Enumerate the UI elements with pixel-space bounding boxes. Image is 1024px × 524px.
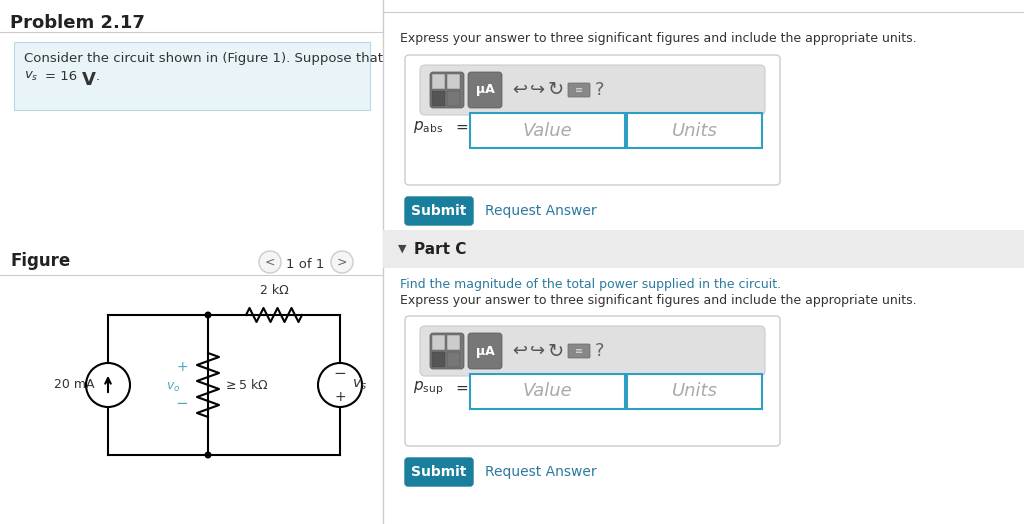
Text: ↩: ↩	[512, 81, 527, 99]
Bar	[432, 91, 445, 106]
FancyBboxPatch shape	[406, 458, 473, 486]
FancyBboxPatch shape	[420, 65, 765, 115]
Text: +: +	[176, 360, 187, 374]
Circle shape	[205, 452, 212, 458]
Text: Consider the circuit shown in (Figure 1). Suppose that: Consider the circuit shown in (Figure 1)…	[24, 52, 383, 65]
Text: =: =	[455, 380, 468, 396]
FancyBboxPatch shape	[406, 197, 473, 225]
Text: Submit: Submit	[412, 465, 467, 479]
Text: ↻: ↻	[548, 342, 564, 361]
Bar	[447, 74, 460, 89]
FancyBboxPatch shape	[430, 333, 464, 369]
Text: 2 kΩ: 2 kΩ	[260, 284, 289, 297]
Text: 20 mA: 20 mA	[53, 378, 94, 391]
Text: $v_o$: $v_o$	[166, 380, 180, 394]
Text: =: =	[455, 119, 468, 135]
Bar	[432, 74, 445, 89]
Text: $p_{\mathrm{sup}}$: $p_{\mathrm{sup}}$	[413, 379, 443, 397]
Circle shape	[86, 363, 130, 407]
Bar	[383, 230, 1024, 268]
Text: ↪: ↪	[530, 342, 546, 360]
Text: $p_{\mathrm{abs}}$: $p_{\mathrm{abs}}$	[413, 119, 443, 135]
Text: μA: μA	[475, 344, 495, 357]
Bar	[447, 335, 460, 350]
FancyBboxPatch shape	[568, 83, 590, 97]
Text: ▼: ▼	[398, 244, 407, 254]
Text: Figure: Figure	[10, 252, 71, 270]
FancyBboxPatch shape	[468, 72, 502, 108]
Text: ?: ?	[595, 342, 605, 360]
FancyBboxPatch shape	[406, 316, 780, 446]
Bar	[447, 352, 460, 367]
Text: ≡: ≡	[574, 85, 583, 95]
Text: 1 of 1: 1 of 1	[286, 258, 325, 271]
Text: Find the magnitude of the total power supplied in the circuit.: Find the magnitude of the total power su…	[400, 278, 781, 291]
Text: Units: Units	[672, 383, 718, 400]
Text: Part C: Part C	[414, 242, 466, 257]
Text: Problem 2.17: Problem 2.17	[10, 14, 144, 32]
Text: ↪: ↪	[530, 81, 546, 99]
Bar	[627, 374, 762, 409]
Text: Units: Units	[672, 122, 718, 139]
Text: Submit: Submit	[412, 204, 467, 218]
Bar	[470, 113, 625, 148]
Text: Request Answer: Request Answer	[485, 465, 597, 479]
Circle shape	[205, 311, 212, 319]
FancyBboxPatch shape	[420, 326, 765, 376]
Text: −: −	[334, 366, 346, 380]
Bar	[470, 374, 625, 409]
Text: Value: Value	[522, 122, 572, 139]
Text: μA: μA	[475, 83, 495, 96]
Text: >: >	[337, 256, 347, 268]
Text: ↩: ↩	[512, 342, 527, 360]
FancyBboxPatch shape	[568, 344, 590, 358]
Bar	[14, 42, 370, 110]
Bar	[432, 335, 445, 350]
Text: <: <	[265, 256, 275, 268]
Bar	[432, 352, 445, 367]
Bar	[627, 113, 762, 148]
Text: .: .	[96, 70, 100, 83]
Text: Request Answer: Request Answer	[485, 204, 597, 218]
Text: $v_s$: $v_s$	[352, 378, 367, 392]
Text: ≡: ≡	[574, 346, 583, 356]
Text: $\geq$5 kΩ: $\geq$5 kΩ	[223, 378, 268, 392]
Text: Express your answer to three significant figures and include the appropriate uni: Express your answer to three significant…	[400, 32, 916, 45]
FancyBboxPatch shape	[406, 55, 780, 185]
Text: −: −	[176, 396, 188, 410]
Text: V: V	[82, 71, 96, 89]
Text: = 16: = 16	[45, 70, 86, 83]
Bar	[447, 91, 460, 106]
Text: +: +	[334, 390, 346, 404]
Text: Value: Value	[522, 383, 572, 400]
Circle shape	[259, 251, 281, 273]
Text: Express your answer to three significant figures and include the appropriate uni: Express your answer to three significant…	[400, 294, 916, 307]
Text: ↻: ↻	[548, 81, 564, 100]
FancyBboxPatch shape	[468, 333, 502, 369]
Circle shape	[318, 363, 362, 407]
Circle shape	[331, 251, 353, 273]
Text: $\mathit{v}_s$: $\mathit{v}_s$	[24, 70, 39, 83]
Text: ?: ?	[595, 81, 605, 99]
FancyBboxPatch shape	[430, 72, 464, 108]
